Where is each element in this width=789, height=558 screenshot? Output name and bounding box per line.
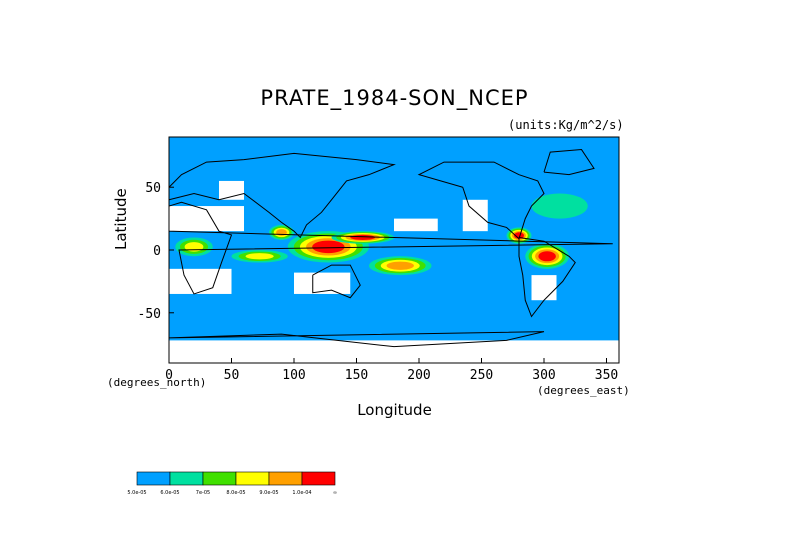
units-label: (units:Kg/m^2/s) — [508, 118, 624, 132]
x-tick-label: 200 — [407, 368, 430, 383]
x-axis-label: Longitude — [357, 401, 432, 419]
x-tick-label: 100 — [282, 368, 305, 383]
dry-region — [294, 272, 351, 294]
dry-region — [169, 340, 619, 363]
colorbar-swatch — [301, 471, 336, 486]
coastline — [312, 264, 361, 299]
colorbar-swatch — [235, 471, 270, 486]
colorbar-label: 8.0e-05 — [226, 490, 245, 496]
coastline — [417, 161, 545, 240]
coastline — [168, 201, 613, 295]
colorbar-label: ∞ — [333, 490, 337, 496]
coastline — [518, 236, 576, 318]
precip-region — [514, 232, 524, 239]
x-tick-label: 50 — [224, 368, 240, 383]
x-tick-label: 350 — [595, 368, 618, 383]
colorbar-swatch — [169, 471, 204, 486]
x-units-label: (degrees_east) — [537, 384, 630, 397]
precip-region — [245, 253, 274, 260]
dry-region — [394, 218, 438, 232]
colorbar-swatch — [136, 471, 171, 486]
dry-region — [169, 268, 232, 294]
x-tick-label: 300 — [532, 368, 555, 383]
dry-region — [531, 275, 557, 301]
coastline — [543, 149, 595, 176]
colorbar-label: 6.0e-05 — [160, 490, 179, 496]
colorbar-label: 5.0e-05 — [127, 490, 146, 496]
x-tick-label: 150 — [345, 368, 368, 383]
colorbar-label: 1.0e-04 — [292, 490, 311, 496]
precip-region — [538, 251, 556, 262]
x-tick-label: 0 — [165, 368, 173, 383]
precip-region — [386, 261, 414, 270]
precip-region — [531, 193, 588, 219]
colorbar-label: 9.0e-05 — [259, 490, 278, 496]
y-tick-label: 0 — [153, 244, 161, 259]
colorbar-label: 7e-05 — [196, 490, 210, 496]
colorbar-swatch — [202, 471, 237, 486]
coastline — [168, 152, 396, 239]
dry-region — [462, 199, 488, 232]
y-tick-label: 50 — [145, 181, 161, 196]
y-tick-label: -50 — [138, 307, 161, 322]
precip-region — [350, 234, 376, 240]
precip-region — [312, 240, 345, 254]
colorbar-swatch — [268, 471, 303, 486]
x-tick-label: 250 — [470, 368, 493, 383]
y-units-label: (degrees_north) — [107, 376, 207, 389]
chart-title: PRATE_1984-SON_NCEP — [260, 86, 529, 110]
coastline — [168, 331, 545, 348]
